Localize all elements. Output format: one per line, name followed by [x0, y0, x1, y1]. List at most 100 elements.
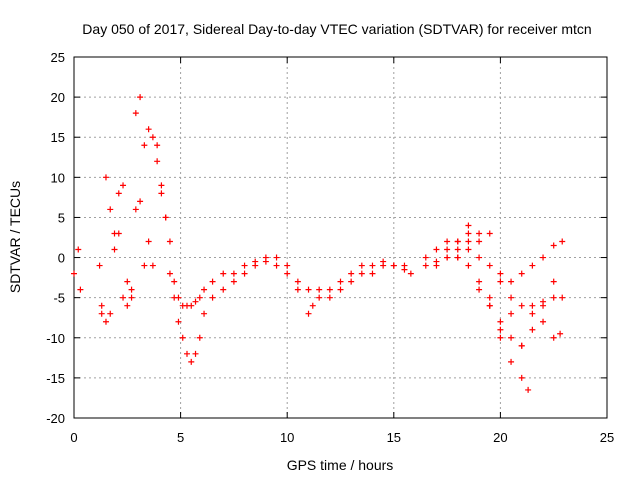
data-point: [401, 262, 408, 269]
data-point: [550, 242, 557, 249]
data-point: [422, 254, 429, 261]
data-point: [529, 262, 536, 269]
data-point: [171, 278, 178, 285]
data-point: [209, 278, 216, 285]
series-sdtvar-b: [98, 94, 532, 393]
data-point: [529, 302, 536, 309]
data-point: [188, 302, 195, 309]
y-tick-label: -10: [46, 331, 65, 346]
data-point: [75, 246, 82, 253]
data-point: [162, 214, 169, 221]
data-point: [444, 238, 451, 245]
x-tick-label: 15: [387, 430, 401, 445]
data-point: [141, 142, 148, 149]
data-point: [465, 222, 472, 229]
data-point: [124, 302, 131, 309]
data-points: [71, 94, 566, 393]
data-point: [115, 190, 122, 197]
data-point: [166, 238, 173, 245]
data-point: [337, 278, 344, 285]
data-point: [158, 190, 165, 197]
data-point: [137, 94, 144, 101]
data-point: [348, 270, 355, 277]
data-point: [326, 294, 333, 301]
data-point: [175, 294, 182, 301]
data-point: [158, 182, 165, 189]
data-point: [154, 158, 161, 165]
data-point: [111, 246, 118, 253]
data-point: [230, 270, 237, 277]
data-point: [369, 262, 376, 269]
data-point: [486, 230, 493, 237]
data-point: [141, 262, 148, 269]
data-point: [120, 182, 127, 189]
y-tick-label: -5: [53, 291, 65, 306]
data-point: [209, 294, 216, 301]
data-point: [175, 318, 182, 325]
data-point: [252, 258, 259, 265]
data-point: [476, 230, 483, 237]
data-point: [220, 270, 227, 277]
y-tick-label: 25: [51, 50, 65, 65]
data-point: [124, 278, 131, 285]
data-point: [326, 286, 333, 293]
data-point: [98, 310, 105, 317]
data-point: [294, 286, 301, 293]
data-point: [497, 278, 504, 285]
data-point: [102, 174, 109, 181]
data-point: [422, 262, 429, 269]
data-point: [145, 126, 152, 133]
data-point: [149, 134, 156, 141]
data-point: [508, 358, 515, 365]
data-point: [476, 286, 483, 293]
data-point: [529, 326, 536, 333]
data-point: [107, 206, 114, 213]
data-point: [540, 254, 547, 261]
x-tick-label: 10: [280, 430, 294, 445]
data-point: [380, 258, 387, 265]
data-point: [348, 278, 355, 285]
data-point: [316, 286, 323, 293]
y-tick-label: 20: [51, 90, 65, 105]
data-point: [196, 294, 203, 301]
data-point: [518, 302, 525, 309]
data-point: [444, 254, 451, 261]
data-point: [486, 302, 493, 309]
data-point: [508, 334, 515, 341]
data-point: [559, 238, 566, 245]
data-point: [518, 374, 525, 381]
x-tick-label: 25: [600, 430, 614, 445]
data-point: [149, 262, 156, 269]
data-point: [98, 302, 105, 309]
data-point: [433, 246, 440, 253]
series-sdtvar-d: [433, 238, 566, 349]
data-point: [369, 270, 376, 277]
data-point: [486, 294, 493, 301]
data-point: [476, 254, 483, 261]
data-point: [294, 278, 301, 285]
data-point: [454, 254, 461, 261]
series-sdtvar-c: [422, 238, 566, 349]
x-tick-label: 20: [493, 430, 507, 445]
data-point: [497, 334, 504, 341]
data-point: [497, 270, 504, 277]
y-axis-ticks: -20 -15 -10 -5 0 5 10 15 20 25: [46, 50, 607, 426]
data-point: [557, 330, 564, 337]
data-point: [497, 326, 504, 333]
data-point: [559, 294, 566, 301]
data-point: [71, 270, 77, 277]
data-point: [486, 262, 493, 269]
data-point: [77, 286, 84, 293]
data-point: [273, 262, 280, 269]
data-point: [529, 310, 536, 317]
data-point: [241, 262, 248, 269]
data-point: [154, 142, 161, 149]
data-point: [107, 310, 114, 317]
data-point: [183, 350, 190, 357]
data-point: [518, 342, 525, 349]
series-sdtvar-e: [444, 222, 557, 285]
data-point: [196, 334, 203, 341]
data-point: [508, 278, 515, 285]
data-point: [497, 318, 504, 325]
data-point: [192, 298, 199, 305]
